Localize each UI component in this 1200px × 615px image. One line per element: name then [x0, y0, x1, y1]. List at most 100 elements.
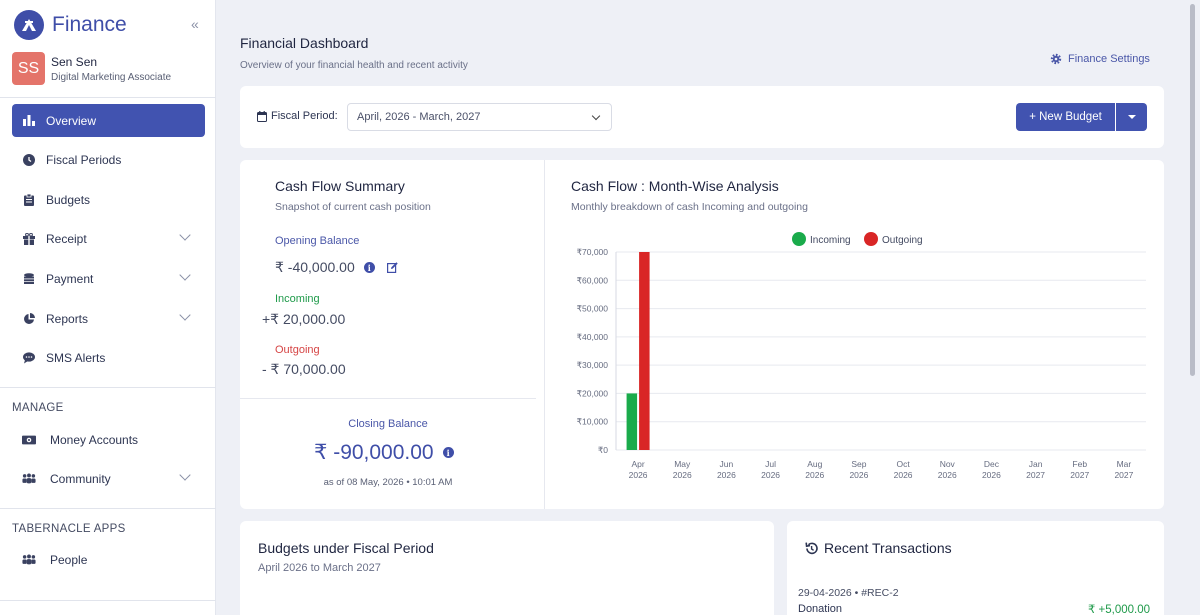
sidebar-item-people[interactable]: People	[12, 543, 205, 576]
gear-icon	[1050, 53, 1062, 65]
fiscal-period-label: Fiscal Period:	[257, 110, 338, 122]
cash-flow-summary-subtitle: Snapshot of current cash position	[275, 201, 431, 213]
finance-logo-icon	[14, 10, 44, 40]
transaction-meta: 29-04-2026 • #REC-2	[798, 587, 899, 599]
finance-settings-label: Finance Settings	[1068, 53, 1150, 65]
legend-marker-outgoing	[864, 232, 878, 246]
sidebar-item-label: Overview	[46, 113, 97, 128]
collapse-sidebar-icon[interactable]: «	[191, 16, 199, 32]
y-tick-label: ₹50,000	[577, 304, 609, 314]
x-tick-label: Mar	[1117, 459, 1132, 469]
info-icon[interactable]: i	[442, 447, 454, 458]
y-tick-label: ₹30,000	[577, 360, 609, 370]
x-tick-label: Jun	[720, 459, 734, 469]
new-budget-dropdown-button[interactable]	[1116, 103, 1147, 131]
sidebar-item-label: SMS Alerts	[46, 350, 106, 365]
x-tick-label-year: 2027	[1114, 470, 1133, 480]
sidebar-item-money-accounts[interactable]: Money Accounts	[12, 423, 205, 456]
recent-transactions-card: Recent Transactions 29-04-2026 • #REC-2 …	[787, 521, 1164, 615]
bar-outgoing-apr	[639, 252, 650, 450]
x-tick-label: Oct	[896, 459, 910, 469]
section-label-manage: MANAGE	[12, 402, 64, 414]
pie-chart-icon	[22, 312, 36, 326]
closing-balance-value: ₹ -90,000.00	[314, 441, 434, 464]
calendar-icon	[257, 110, 267, 122]
closing-balance-label: Closing Balance	[348, 418, 428, 430]
info-icon[interactable]: i	[363, 262, 375, 273]
sidebar-item-payment[interactable]: Payment	[12, 262, 205, 295]
user-role: Digital Marketing Associate	[51, 71, 172, 83]
money-icon	[22, 433, 36, 447]
history-icon	[805, 542, 818, 554]
x-tick-label-year: 2026	[629, 470, 648, 480]
new-budget-button[interactable]: + New Budget	[1016, 103, 1115, 131]
sidebar-item-sms-alerts[interactable]: SMS Alerts	[12, 341, 205, 374]
page-subtitle: Overview of your financial health and re…	[240, 60, 468, 71]
y-tick-label: ₹0	[598, 445, 608, 455]
sidebar-item-label: Fiscal Periods	[46, 152, 122, 167]
legend-label-incoming: Incoming	[810, 235, 851, 246]
y-tick-label: ₹70,000	[577, 247, 609, 257]
divider	[544, 160, 545, 509]
sidebar-item-reports[interactable]: Reports	[12, 302, 205, 335]
divider	[240, 398, 536, 399]
sidebar-item-label: Receipt	[46, 231, 87, 246]
bar-incoming-apr	[626, 393, 638, 450]
x-tick-label-year: 2026	[673, 470, 692, 480]
chevron-down-icon	[179, 309, 191, 321]
sidebar-item-receipt[interactable]: Receipt	[12, 222, 205, 255]
transaction-amount: ₹ +5,000.00	[1088, 604, 1150, 615]
opening-balance-value: ₹ -40,000.00	[275, 259, 355, 275]
bar-chart-icon	[22, 114, 36, 128]
chevron-down-icon	[179, 269, 191, 281]
recent-transactions-title: Recent Transactions	[804, 540, 952, 556]
sidebar-item-overview[interactable]: Overview	[12, 104, 205, 137]
cash-flow-bar-chart: ₹0 ₹10,000 ₹20,000 ₹30,000 ₹40,000 ₹50,000 ₹60…	[577, 232, 1146, 480]
x-tick-label: Jul	[765, 459, 776, 469]
budgets-title: Budgets under Fiscal Period	[258, 540, 434, 556]
y-tick-label: ₹20,000	[577, 388, 609, 398]
x-tick-label-year: 2026	[761, 470, 780, 480]
sidebar-item-label: Budgets	[46, 192, 91, 207]
opening-balance: ₹ -40,000.00 i	[275, 259, 398, 276]
edit-icon[interactable]	[386, 262, 398, 273]
x-tick-label: May	[674, 459, 691, 469]
chart-title: Cash Flow : Month-Wise Analysis	[571, 178, 779, 194]
outgoing-label: Outgoing	[275, 344, 320, 356]
page-scrollbar[interactable]	[1190, 4, 1195, 376]
gift-icon	[22, 232, 36, 246]
x-tick-label: Apr	[631, 459, 644, 469]
transaction-name[interactable]: Donation	[798, 603, 843, 615]
closing-balance: ₹ -90,000.00 i	[314, 440, 454, 465]
sidebar-item-label: Payment	[46, 271, 94, 286]
brand[interactable]: Finance	[14, 10, 127, 40]
cash-flow-summary-title: Cash Flow Summary	[275, 178, 405, 194]
x-tick-label: Feb	[1072, 459, 1087, 469]
user-name: Sen Sen	[51, 54, 98, 69]
x-tick-label-year: 2026	[717, 470, 736, 480]
budgets-card: Budgets under Fiscal Period April 2026 t…	[240, 521, 774, 615]
sidebar-item-budgets[interactable]: Budgets	[12, 183, 205, 216]
closing-balance-timestamp: as of 08 May, 2026 • 10:01 AM	[323, 477, 453, 488]
chevron-down-icon	[591, 111, 601, 121]
divider	[0, 508, 216, 509]
brand-name: Finance	[52, 13, 127, 36]
fiscal-period-select[interactable]: April, 2026 - March, 2027	[347, 103, 612, 131]
finance-settings-link[interactable]: Finance Settings	[1050, 53, 1150, 65]
y-tick-label: ₹60,000	[577, 275, 609, 285]
cash-flow-card: Cash Flow Summary Snapshot of current ca…	[240, 160, 1164, 509]
x-tick-label: Nov	[940, 459, 956, 469]
people-icon	[22, 553, 36, 567]
sidebar: Finance « SS Sen Sen Digital Marketing A…	[0, 0, 216, 615]
x-tick-label-year: 2026	[894, 470, 913, 480]
sidebar-item-community[interactable]: Community	[12, 462, 205, 495]
people-icon	[22, 472, 36, 486]
user-profile[interactable]: SS Sen Sen Digital Marketing Associate	[12, 52, 171, 85]
sidebar-item-label: Reports	[46, 311, 89, 326]
sidebar-item-label: Money Accounts	[50, 432, 139, 447]
coins-icon	[22, 272, 36, 286]
page-title: Financial Dashboard	[240, 35, 369, 51]
sidebar-item-label: Community	[50, 471, 111, 486]
chart-subtitle: Monthly breakdown of cash Incoming and o…	[571, 201, 808, 213]
sidebar-item-fiscal-periods[interactable]: Fiscal Periods	[12, 143, 205, 176]
